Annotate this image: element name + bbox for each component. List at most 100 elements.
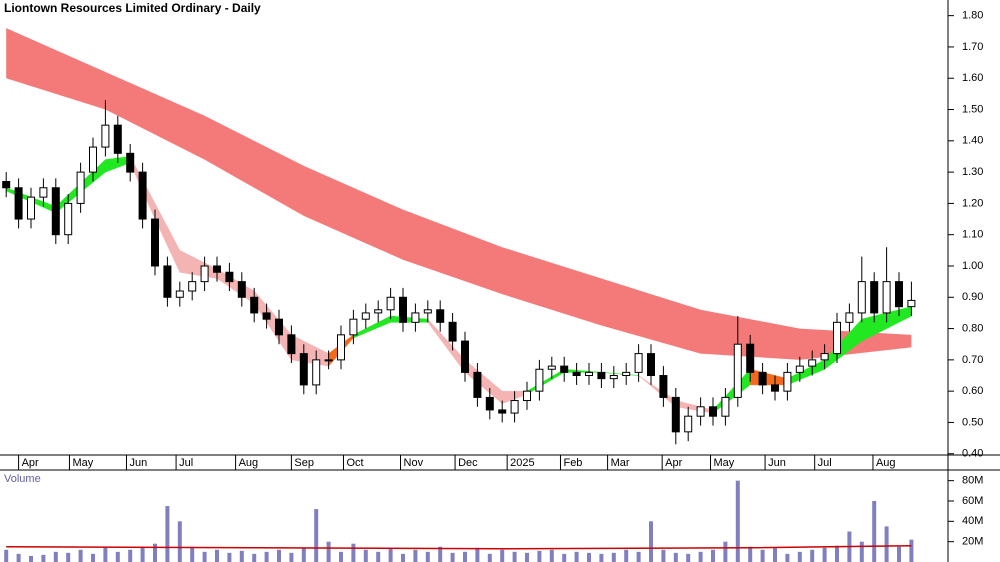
y-tick-label: 1.50 bbox=[962, 103, 983, 115]
candle-body bbox=[609, 375, 618, 380]
volume-bar bbox=[239, 550, 244, 562]
volume-bar bbox=[909, 539, 914, 562]
candle-body bbox=[870, 281, 879, 314]
volume-bar bbox=[525, 552, 529, 562]
volume-bar bbox=[165, 506, 170, 562]
volume-bar bbox=[425, 551, 430, 562]
x-tick-label: Jun bbox=[129, 457, 147, 469]
volume-bar bbox=[537, 550, 542, 562]
candle-body bbox=[101, 124, 110, 148]
x-tick-label: Apr bbox=[22, 457, 39, 469]
y-tick-label: 1.60 bbox=[962, 72, 983, 84]
volume-bar bbox=[66, 552, 71, 562]
y-tick-label: 0.60 bbox=[962, 385, 983, 397]
candle-body bbox=[771, 384, 779, 392]
candle-body bbox=[560, 365, 569, 373]
volume-bar bbox=[326, 541, 331, 562]
candle-body bbox=[721, 396, 730, 417]
candle-body bbox=[485, 396, 494, 411]
candle-body bbox=[374, 309, 383, 314]
candle-body bbox=[746, 343, 755, 373]
candle-body bbox=[833, 321, 841, 355]
volume-tick-label: 80M bbox=[962, 475, 983, 487]
candle-body bbox=[547, 365, 556, 370]
volume-bar bbox=[574, 551, 579, 562]
x-tick-label: Jul bbox=[179, 457, 193, 469]
volume-bar bbox=[289, 552, 294, 562]
volume-bar bbox=[649, 521, 653, 562]
x-tick-label: May bbox=[72, 457, 93, 469]
x-tick-label: Jun bbox=[768, 457, 786, 469]
y-tick-label: 1.80 bbox=[962, 10, 983, 22]
candle-body bbox=[510, 400, 519, 414]
volume-bar bbox=[351, 543, 356, 562]
candle-body bbox=[436, 309, 445, 323]
candle-body bbox=[733, 343, 742, 398]
candle-body bbox=[312, 359, 321, 386]
candle-body bbox=[51, 187, 60, 236]
x-tick-label: Aug bbox=[876, 457, 896, 469]
candle-body bbox=[175, 290, 184, 298]
candle-body bbox=[399, 296, 407, 323]
candle-body bbox=[808, 359, 817, 367]
x-tick-label: Aug bbox=[239, 457, 259, 469]
candle-body bbox=[200, 265, 209, 283]
candle-body bbox=[250, 296, 259, 314]
volume-bar bbox=[760, 549, 765, 562]
candle-body bbox=[349, 318, 358, 336]
candle-body bbox=[585, 371, 593, 377]
y-tick-label: 0.50 bbox=[962, 416, 983, 428]
volume-bar bbox=[711, 549, 715, 562]
candle-body bbox=[89, 146, 97, 173]
candle-body bbox=[163, 265, 172, 298]
volume-bar bbox=[401, 553, 405, 562]
y-tick-label: 0.70 bbox=[962, 354, 983, 366]
volume-bar bbox=[103, 547, 108, 562]
volume-tick-label: 60M bbox=[962, 495, 983, 507]
candle-body bbox=[634, 353, 643, 373]
volume-bar bbox=[215, 549, 219, 562]
volume-bar bbox=[822, 547, 827, 562]
candle-body bbox=[27, 196, 35, 220]
candle-body bbox=[709, 406, 717, 417]
volume-bar bbox=[624, 549, 629, 562]
candle-body bbox=[39, 187, 48, 198]
volume-bar bbox=[797, 551, 802, 562]
candle-body bbox=[411, 312, 420, 323]
volume-bar bbox=[686, 553, 691, 562]
candle-body bbox=[386, 296, 395, 311]
chart-title: Liontown Resources Limited Ordinary - Da… bbox=[4, 1, 261, 15]
y-tick-label: 0.40 bbox=[962, 448, 983, 460]
x-tick-label: Sep bbox=[294, 457, 314, 469]
candle-body bbox=[113, 124, 122, 154]
price-panel bbox=[2, 28, 916, 445]
volume-bar bbox=[698, 551, 703, 562]
volume-bar bbox=[4, 549, 9, 562]
candle-body bbox=[299, 353, 308, 386]
volume-bar bbox=[463, 551, 467, 562]
volume-bar bbox=[91, 553, 95, 562]
x-tick-label: 2025 bbox=[510, 457, 534, 469]
y-tick-label: 0.90 bbox=[962, 291, 983, 303]
volume-bar bbox=[190, 546, 195, 562]
candle-body bbox=[498, 409, 507, 414]
candle-body bbox=[213, 265, 221, 273]
x-tick-label: Mar bbox=[611, 457, 630, 469]
x-tick-label: Nov bbox=[404, 457, 424, 469]
candle-body bbox=[126, 152, 135, 173]
volume-bar bbox=[301, 547, 306, 562]
candle-body bbox=[758, 371, 767, 386]
volume-bar bbox=[53, 551, 58, 562]
volume-bar bbox=[611, 552, 616, 562]
volume-bar bbox=[277, 549, 281, 562]
candle-body bbox=[337, 334, 345, 361]
candle-body bbox=[572, 371, 581, 377]
volume-bar bbox=[438, 546, 443, 562]
y-tick-label: 1.10 bbox=[962, 229, 983, 241]
candle-body bbox=[473, 371, 482, 398]
candle-body bbox=[423, 309, 432, 314]
volume-bar bbox=[202, 551, 207, 562]
candle-body bbox=[361, 312, 370, 320]
volume-bar bbox=[339, 551, 343, 562]
